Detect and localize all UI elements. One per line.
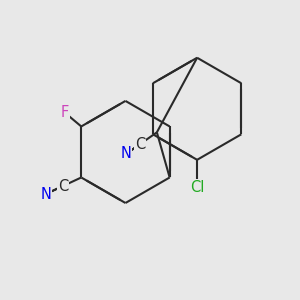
Text: C: C [135, 136, 145, 152]
Text: C: C [58, 178, 68, 194]
Text: F: F [61, 105, 69, 120]
Text: N: N [121, 146, 132, 161]
Text: N: N [40, 187, 51, 202]
Text: Cl: Cl [190, 180, 204, 195]
